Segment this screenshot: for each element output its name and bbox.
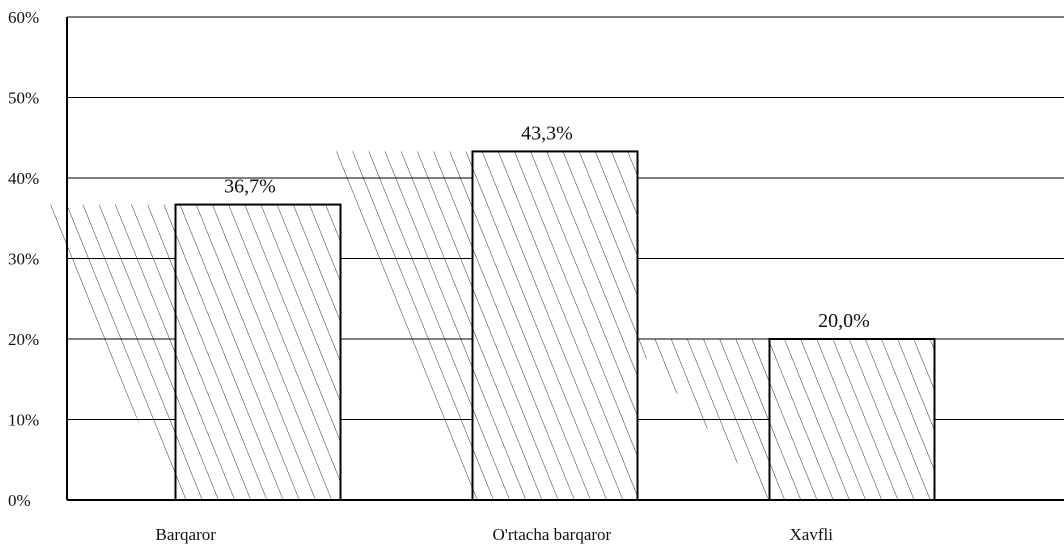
bars xyxy=(174,150,936,501)
data-label: 36,7% xyxy=(224,176,276,198)
category-label: O'rtacha barqaror xyxy=(493,525,612,544)
y-tick-label: 0% xyxy=(8,491,31,510)
category-label: Xavfli xyxy=(790,525,834,544)
y-tick-label: 60% xyxy=(8,8,39,27)
y-tick-label: 50% xyxy=(8,89,39,108)
y-tick-label: 10% xyxy=(8,411,39,430)
y-tick-label: 20% xyxy=(8,330,39,349)
data-label: 20,0% xyxy=(818,310,870,332)
labels: 0% 10% 20% 30% 40% 50% 60% Barqaror O'rtacha bar… xyxy=(8,8,870,544)
axes xyxy=(66,17,1064,501)
data-label: 43,3% xyxy=(521,122,573,144)
bar xyxy=(471,150,639,501)
y-tick-label: 30% xyxy=(8,250,39,269)
bar xyxy=(768,338,936,501)
category-label: Barqaror xyxy=(156,525,217,544)
bar xyxy=(174,203,342,501)
y-tick-label: 40% xyxy=(8,169,39,188)
